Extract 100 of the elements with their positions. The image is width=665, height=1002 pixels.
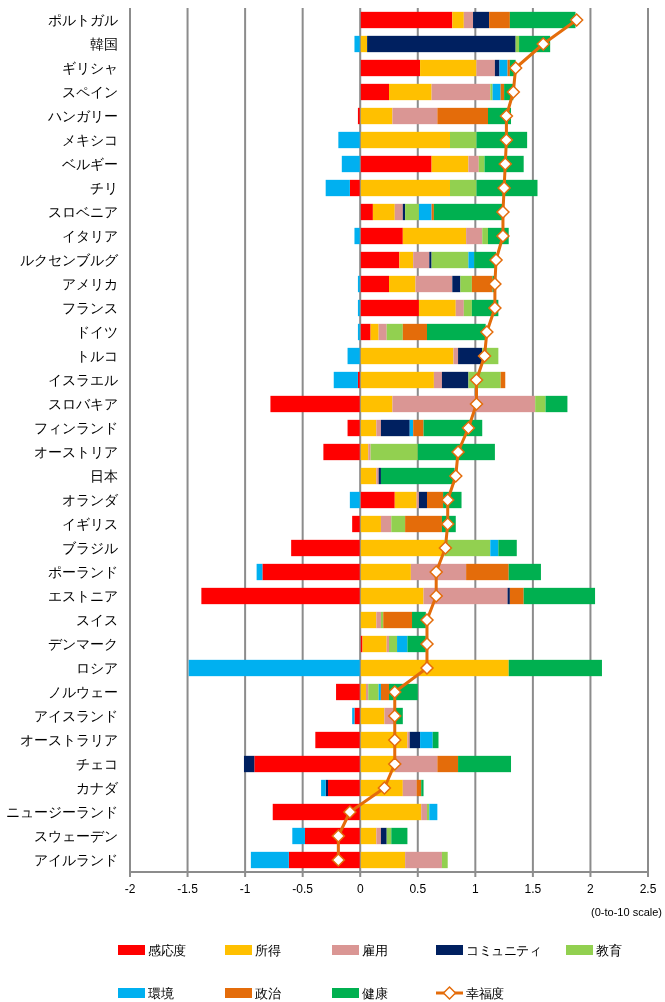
point: [536, 37, 550, 51]
x-tick-label: -0.5: [292, 882, 314, 896]
point: [420, 613, 434, 627]
bar: [455, 299, 464, 317]
bar: [399, 251, 414, 269]
y-tick-label: ドイツ: [76, 324, 118, 340]
y-tick-label: フランス: [62, 300, 118, 316]
point: [331, 853, 346, 867]
bar: [360, 539, 445, 557]
bar: [489, 11, 510, 29]
legend-label: 環境: [148, 986, 174, 1001]
bar: [441, 371, 469, 389]
bar: [433, 371, 442, 389]
bar: [492, 83, 501, 101]
y-tick-label: ノルウェー: [48, 684, 118, 700]
y-tick-label: ポルトガル: [48, 12, 118, 28]
y-tick-label: スウェーデン: [34, 828, 118, 844]
bar: [360, 155, 432, 173]
bar: [315, 731, 361, 749]
bar: [402, 779, 417, 797]
point: [496, 205, 510, 219]
bar: [535, 395, 546, 413]
bar: [362, 635, 387, 653]
y-tick-label: ハンガリー: [47, 108, 118, 124]
bar: [352, 515, 361, 533]
bar: [523, 587, 596, 605]
bar: [370, 323, 379, 341]
bar: [325, 179, 350, 197]
bar: [460, 275, 472, 293]
bar: [413, 419, 424, 437]
bar: [394, 755, 438, 773]
bar: [394, 491, 417, 509]
bar: [360, 707, 385, 725]
bar: [452, 11, 464, 29]
bar: [270, 395, 361, 413]
bar: [429, 803, 438, 821]
bar: [201, 587, 361, 605]
bar: [323, 443, 361, 461]
bar: [476, 59, 495, 77]
x-tick-label: 0: [356, 882, 364, 896]
point: [440, 493, 455, 507]
bar: [254, 755, 361, 773]
y-tick-label: オーストラリア: [20, 732, 118, 748]
bar: [418, 299, 456, 317]
point: [449, 469, 463, 483]
point: [388, 733, 402, 747]
bar: [376, 827, 381, 845]
x-tick-label: -2: [124, 882, 136, 896]
bar: [360, 515, 381, 533]
bar: [336, 683, 361, 701]
bar: [468, 251, 475, 269]
bar: [402, 227, 467, 245]
bar: [360, 299, 419, 317]
bar: [389, 275, 416, 293]
bar: [292, 827, 305, 845]
legend-label: 幸福度: [466, 986, 504, 1001]
point: [480, 325, 494, 339]
bar: [360, 59, 421, 77]
y-tick-label: イスラエル: [48, 372, 118, 388]
bar: [545, 395, 568, 413]
bar: [360, 395, 393, 413]
bar: [431, 155, 469, 173]
bar: [360, 803, 422, 821]
point: [343, 805, 357, 819]
bar: [453, 347, 459, 365]
point: [469, 397, 484, 411]
bar: [392, 395, 536, 413]
point: [497, 181, 511, 195]
bar: [360, 851, 406, 869]
point: [429, 589, 443, 603]
y-tick-label: エストニア: [48, 588, 118, 604]
y-tick-label: オーストリア: [34, 444, 118, 460]
y-tick-label: チリ: [90, 180, 118, 196]
bar: [370, 443, 418, 461]
y-tick-label: 日本: [90, 468, 118, 484]
bar: [360, 107, 393, 125]
bar: [360, 323, 371, 341]
point: [438, 541, 453, 555]
bar: [347, 419, 361, 437]
point: [461, 421, 476, 435]
bar: [360, 227, 403, 245]
bar: [378, 323, 387, 341]
y-tick-label: スロバキア: [48, 396, 118, 412]
bar: [250, 851, 289, 869]
bar: [421, 779, 424, 797]
bar: [360, 275, 389, 293]
bar: [468, 155, 479, 173]
bar: [262, 563, 361, 581]
legend-label: コミュニティ: [466, 943, 541, 958]
bar: [431, 83, 491, 101]
bar: [494, 59, 500, 77]
bar: [360, 11, 453, 29]
bar: [429, 251, 432, 269]
point: [469, 373, 484, 387]
point: [569, 13, 584, 27]
y-tick-label: スロベニア: [48, 204, 118, 220]
bar: [490, 83, 493, 101]
bar: [368, 443, 371, 461]
bar: [333, 371, 358, 389]
legend-label: 政治: [255, 986, 281, 1001]
